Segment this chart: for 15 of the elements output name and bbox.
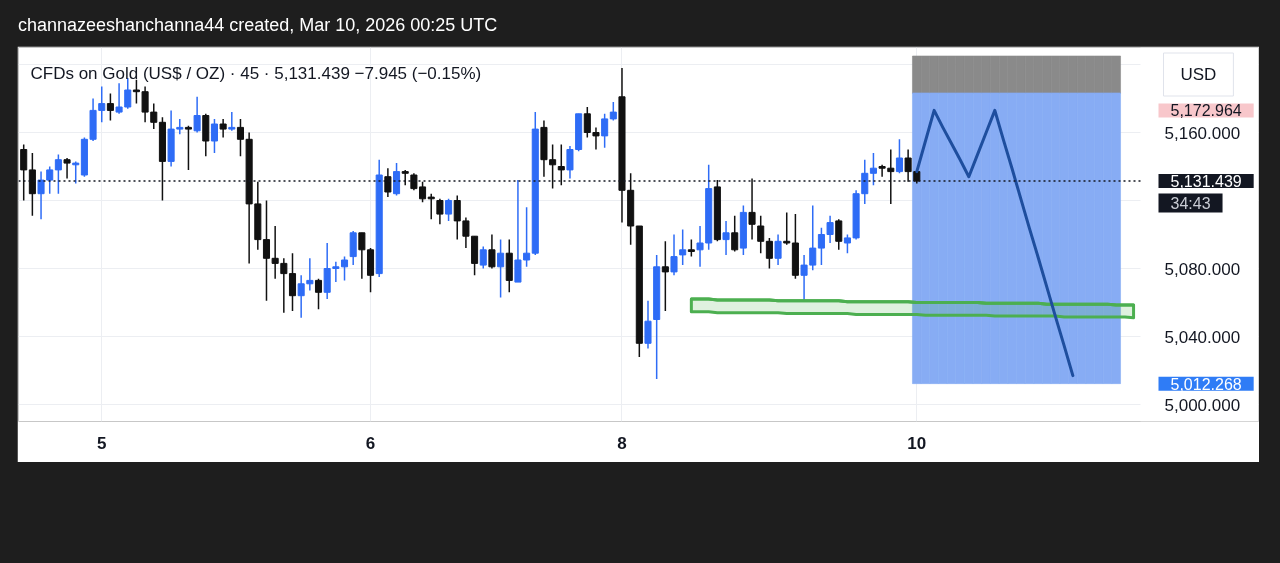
ref-line-label: 5,131.439	[1170, 173, 1242, 191]
text: 5,012.268	[1170, 375, 1242, 393]
chart-title: channazeeshanchanna44 created, Mar 10, 2026 00:25 UTC	[18, 14, 498, 37]
y-tick-label: 5,080.000	[1164, 259, 1241, 279]
y-axis-title: USD	[1180, 65, 1217, 84]
y-tick-label: 5,160.000	[1164, 123, 1241, 143]
x-tick-label: 10	[907, 433, 927, 453]
y-tick-label: 5,040.000	[1164, 327, 1241, 347]
x-tick-label: 6	[365, 433, 376, 453]
text: CFDs on Gold (US$ / OZ) · 45 · 5,131.439 −7.945 (−0.15%)	[30, 64, 482, 83]
y-tick-label: 5,000.000	[1164, 395, 1241, 415]
text: 5,172.964	[1170, 102, 1242, 120]
x-tick-label: 5	[97, 433, 107, 453]
x-tick-label: 8	[617, 433, 627, 453]
text: 34:43	[1170, 194, 1211, 212]
